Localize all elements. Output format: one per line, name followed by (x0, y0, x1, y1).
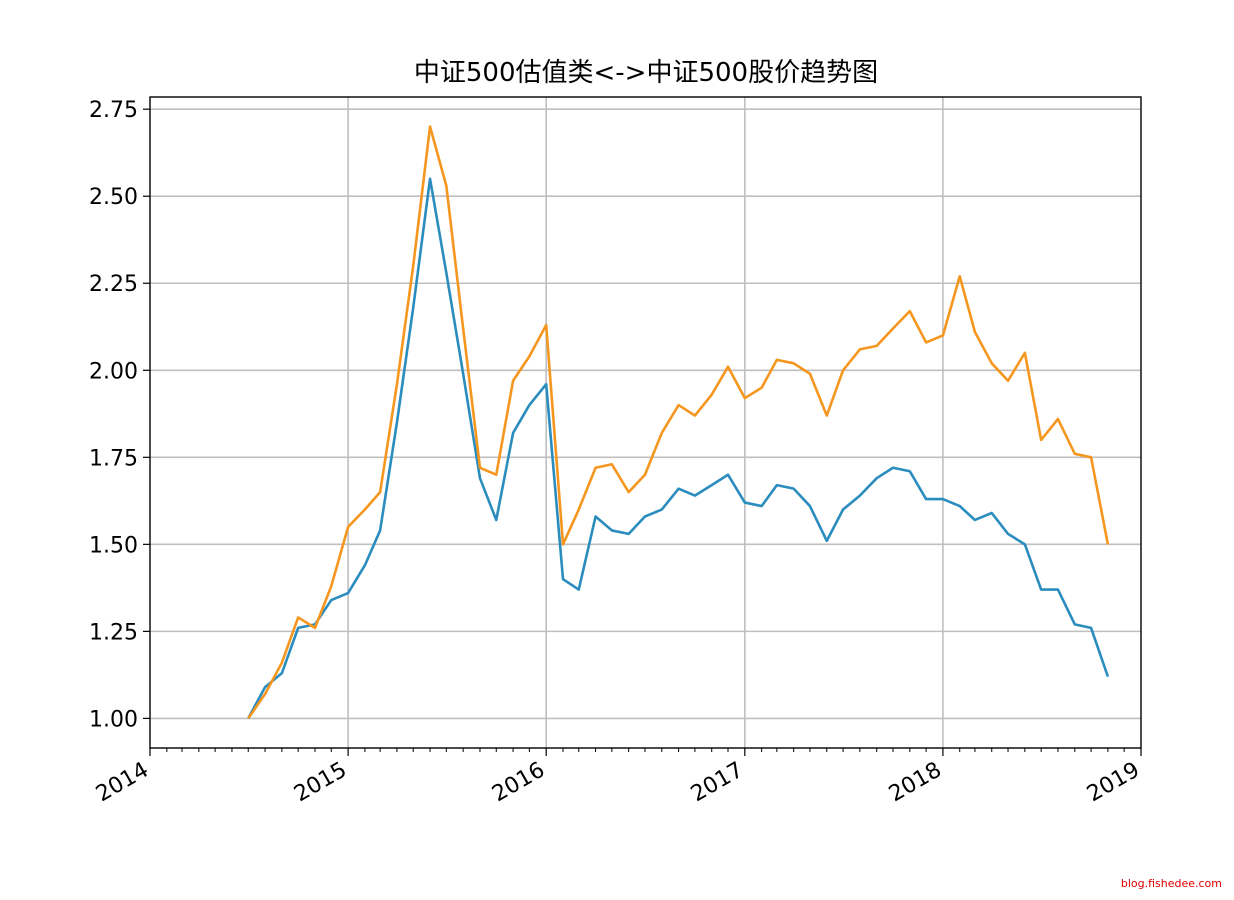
x-tick-label: 2015 (290, 758, 351, 808)
x-tick-label: 2016 (488, 758, 549, 808)
x-tick-label: 2018 (885, 758, 946, 808)
series-lines (247, 125, 1110, 720)
x-tick-label: 2017 (687, 758, 748, 808)
y-tick-label: 1.75 (89, 446, 138, 471)
plot-frame (149, 96, 1142, 749)
y-tick-label: 2.00 (89, 359, 138, 384)
grid (150, 97, 1141, 748)
y-tick-label: 2.75 (89, 98, 138, 123)
chart-title: 中证500估值类<->中证500股价趋势图 (414, 58, 878, 88)
x-axis-ticks: 2014 2015 2016 2017 2018 2019 (92, 748, 1144, 807)
y-axis-ticks: 1.00 1.25 1.50 1.75 2.00 2.25 2.50 2.75 (89, 98, 150, 732)
series-line-1 (247, 177, 1110, 720)
axes (149, 96, 1142, 749)
y-tick-label: 1.50 (89, 533, 138, 558)
series-line-2 (247, 125, 1110, 720)
x-tick-label: 2019 (1083, 758, 1144, 808)
y-tick-label: 2.50 (89, 185, 138, 210)
y-tick-label: 2.25 (89, 272, 138, 297)
watermark-text: blog.fishedee.com (1121, 877, 1222, 890)
y-tick-label: 1.25 (89, 620, 138, 645)
y-tick-label: 1.00 (89, 707, 138, 732)
x-tick-label: 2014 (92, 758, 153, 808)
